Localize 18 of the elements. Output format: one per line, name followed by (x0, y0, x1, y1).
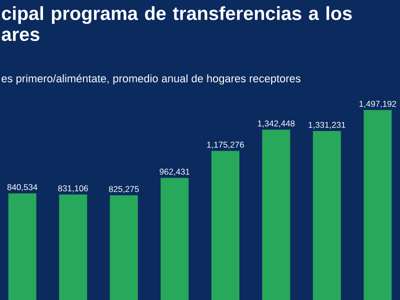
data-label: 840,534 (7, 184, 38, 192)
chart-title: cipal programa de transferencias a los ares (2, 6, 352, 42)
data-label: 1,497,192 (359, 100, 396, 108)
bar (364, 110, 392, 300)
bar (312, 131, 341, 300)
bar (8, 193, 36, 300)
bar (110, 195, 138, 300)
bar (211, 150, 240, 300)
data-label: 1,331,231 (308, 122, 346, 129)
bar (262, 130, 290, 300)
data-label: 825,275 (108, 186, 139, 194)
bar (59, 194, 88, 300)
data-label: 1,342,448 (258, 120, 295, 128)
chart-subtitle: es primero/aliméntate, promedio anual de hogares receptores (2, 74, 300, 85)
data-label: 1,175,276 (207, 142, 244, 149)
bar (160, 178, 189, 300)
data-label: 831,106 (58, 185, 88, 192)
data-label: 962,431 (160, 168, 190, 176)
